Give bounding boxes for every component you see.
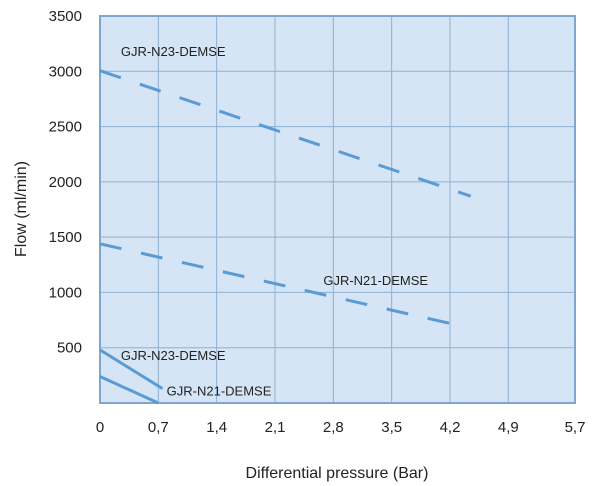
x-tick-label: 4,9	[498, 419, 519, 436]
grid-lines	[100, 16, 575, 403]
series-annotation: GJR-N21-DEMSE	[323, 273, 428, 288]
x-tick-label: 2,1	[265, 419, 286, 436]
x-tick-label: 2,8	[323, 419, 344, 436]
y-tick-label: 1500	[49, 229, 82, 246]
x-tick-label: 0	[96, 419, 104, 436]
y-axis-label: Flow (ml/min)	[13, 161, 30, 257]
x-tick-label: 3,5	[381, 419, 402, 436]
series-line	[99, 242, 451, 325]
plot-area	[100, 16, 575, 403]
y-tick-labels: 500 1000 1500 2000 2500 3000 3500	[49, 8, 82, 357]
x-tick-label: 4,2	[440, 419, 461, 436]
y-tick-label: 3000	[49, 63, 82, 80]
y-tick-label: 500	[57, 340, 82, 357]
series-annotation: GJR-N21-DEMSE	[167, 383, 272, 398]
x-tick-label: 1,4	[206, 419, 227, 436]
series-annotation: GJR-N23-DEMSE	[121, 348, 226, 363]
series-lines	[99, 69, 472, 405]
x-tick-labels: 0 0,7 1,4 2,1 2,8 3,5 4,2 4,9 5,7	[96, 419, 586, 436]
y-tick-label: 2500	[49, 119, 82, 136]
x-tick-label: 5,7	[565, 419, 586, 436]
series-line	[99, 348, 164, 390]
series-annotation: GJR-N23-DEMSE	[121, 44, 226, 59]
y-tick-label: 3500	[49, 8, 82, 25]
y-tick-label: 1000	[49, 284, 82, 301]
series-annotations: GJR-N23-DEMSE GJR-N21-DEMSE GJR-N23-DEMSE G…	[121, 44, 429, 398]
plot-frame	[99, 15, 576, 404]
series-line	[99, 375, 159, 405]
y-tick-label: 2000	[49, 174, 82, 191]
x-tick-label: 0,7	[148, 419, 169, 436]
x-axis-label: Differential pressure (Bar)	[246, 465, 429, 482]
